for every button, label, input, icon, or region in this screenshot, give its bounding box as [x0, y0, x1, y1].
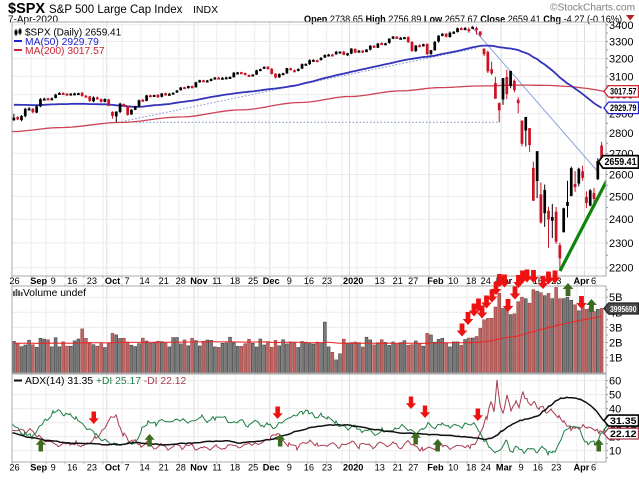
svg-text:Nov: Nov: [190, 276, 208, 286]
svg-text:28: 28: [176, 276, 186, 286]
svg-text:3B: 3B: [609, 322, 622, 334]
svg-text:5B: 5B: [609, 292, 622, 304]
svg-text:Sep: Sep: [30, 276, 47, 286]
svg-text:Feb: Feb: [427, 463, 444, 473]
svg-text:Nov: Nov: [190, 463, 208, 473]
svg-text:6: 6: [591, 276, 596, 286]
svg-text:2020: 2020: [343, 276, 363, 286]
svg-text:18: 18: [466, 276, 476, 286]
svg-text:16: 16: [304, 463, 314, 473]
svg-text:16: 16: [533, 463, 543, 473]
svg-text:Feb: Feb: [427, 276, 444, 286]
svg-text:9: 9: [287, 463, 292, 473]
svg-text:27: 27: [408, 463, 418, 473]
svg-text:Dec: Dec: [263, 463, 280, 473]
svg-text:50: 50: [609, 390, 621, 402]
svg-text:2B: 2B: [609, 338, 622, 350]
svg-text:23: 23: [87, 463, 97, 473]
svg-text:3017.57: 3017.57: [610, 87, 637, 98]
svg-text:22.12: 22.12: [610, 429, 637, 440]
svg-text:Mar: Mar: [496, 463, 513, 473]
svg-text:MA(200) 3017.57: MA(200) 3017.57: [25, 46, 105, 57]
svg-text:6: 6: [591, 463, 596, 473]
svg-text:Apr: Apr: [573, 276, 589, 286]
svg-text:16: 16: [67, 276, 77, 286]
svg-text:21: 21: [159, 276, 169, 286]
svg-text:23: 23: [551, 463, 561, 473]
svg-text:INDX: INDX: [193, 4, 218, 16]
svg-text:MA(50) 2929.79: MA(50) 2929.79: [25, 37, 99, 48]
svg-text:Volume undef: Volume undef: [23, 288, 86, 299]
svg-text:2929.79: 2929.79: [610, 103, 637, 114]
svg-text:16: 16: [304, 276, 314, 286]
svg-text:9: 9: [51, 276, 56, 286]
svg-text:2400: 2400: [609, 214, 633, 226]
svg-text:$SPX (Daily) 2659.41: $SPX (Daily) 2659.41: [25, 28, 122, 39]
svg-text:7: 7: [125, 463, 130, 473]
svg-text:18: 18: [230, 276, 240, 286]
svg-text:25: 25: [248, 463, 258, 473]
svg-text:26: 26: [9, 276, 19, 286]
svg-text:2659.41: 2659.41: [605, 157, 637, 168]
svg-text:26: 26: [9, 463, 19, 473]
svg-text:11: 11: [212, 276, 222, 286]
svg-text:14: 14: [139, 276, 149, 286]
svg-text:13: 13: [375, 276, 385, 286]
svg-text:16: 16: [67, 463, 77, 473]
svg-text:24: 24: [481, 463, 491, 473]
svg-text:2300: 2300: [609, 238, 633, 250]
svg-text:27: 27: [408, 276, 418, 286]
svg-text:10: 10: [448, 463, 458, 473]
svg-text:1B: 1B: [609, 353, 622, 365]
svg-text:3995690: 3995690: [610, 305, 637, 314]
svg-text:Oct: Oct: [105, 463, 120, 473]
svg-text:10: 10: [448, 276, 458, 286]
svg-text:9: 9: [51, 463, 56, 473]
svg-text:7: 7: [125, 276, 130, 286]
svg-text:40: 40: [609, 404, 621, 416]
svg-text:28: 28: [176, 463, 186, 473]
svg-text:Oct: Oct: [105, 276, 120, 286]
svg-text:Open 2738.65 High 2756.89 Low: Open 2738.65 High 2756.89 Low 2657.67 Cl…: [304, 15, 622, 26]
svg-text:18: 18: [230, 463, 240, 473]
svg-text:Apr: Apr: [573, 463, 589, 473]
svg-text:2200: 2200: [609, 263, 633, 275]
svg-text:16: 16: [533, 276, 543, 286]
svg-text:3100: 3100: [609, 71, 633, 83]
svg-text:9: 9: [518, 463, 523, 473]
svg-text:3400: 3400: [609, 20, 633, 32]
svg-text:24: 24: [481, 276, 491, 286]
svg-text:7-Apr-2020: 7-Apr-2020: [8, 14, 58, 25]
svg-text:25: 25: [248, 276, 258, 286]
svg-text:21: 21: [159, 463, 169, 473]
svg-text:2600: 2600: [609, 170, 633, 182]
svg-text:ADX(14) 31.35 +DI 25.17 -DI 22: ADX(14) 31.35 +DI 25.17 -DI 22.12: [25, 376, 186, 387]
svg-text:S&P 500 Large Cap Index: S&P 500 Large Cap Index: [49, 4, 183, 16]
svg-text:21: 21: [393, 463, 403, 473]
svg-text:60: 60: [609, 376, 621, 388]
svg-text:23: 23: [322, 463, 332, 473]
svg-text:©StockCharts.com: ©StockCharts.com: [550, 3, 635, 14]
svg-text:$SPX: $SPX: [8, 1, 45, 17]
svg-text:21: 21: [393, 276, 403, 286]
svg-text:2500: 2500: [609, 191, 633, 203]
svg-text:2800: 2800: [609, 128, 633, 140]
svg-text:10: 10: [609, 446, 621, 458]
svg-text:18: 18: [466, 463, 476, 473]
svg-text:23: 23: [322, 276, 332, 286]
svg-text:2020: 2020: [343, 463, 363, 473]
svg-text:11: 11: [212, 463, 222, 473]
svg-text:3300: 3300: [609, 37, 633, 49]
svg-text:23: 23: [87, 276, 97, 286]
svg-text:14: 14: [139, 463, 149, 473]
svg-text:9: 9: [287, 276, 292, 286]
svg-text:13: 13: [375, 463, 385, 473]
svg-text:Dec: Dec: [263, 276, 280, 286]
svg-text:31.35: 31.35: [610, 416, 637, 427]
svg-text:3200: 3200: [609, 54, 633, 66]
svg-text:Sep: Sep: [30, 463, 47, 473]
